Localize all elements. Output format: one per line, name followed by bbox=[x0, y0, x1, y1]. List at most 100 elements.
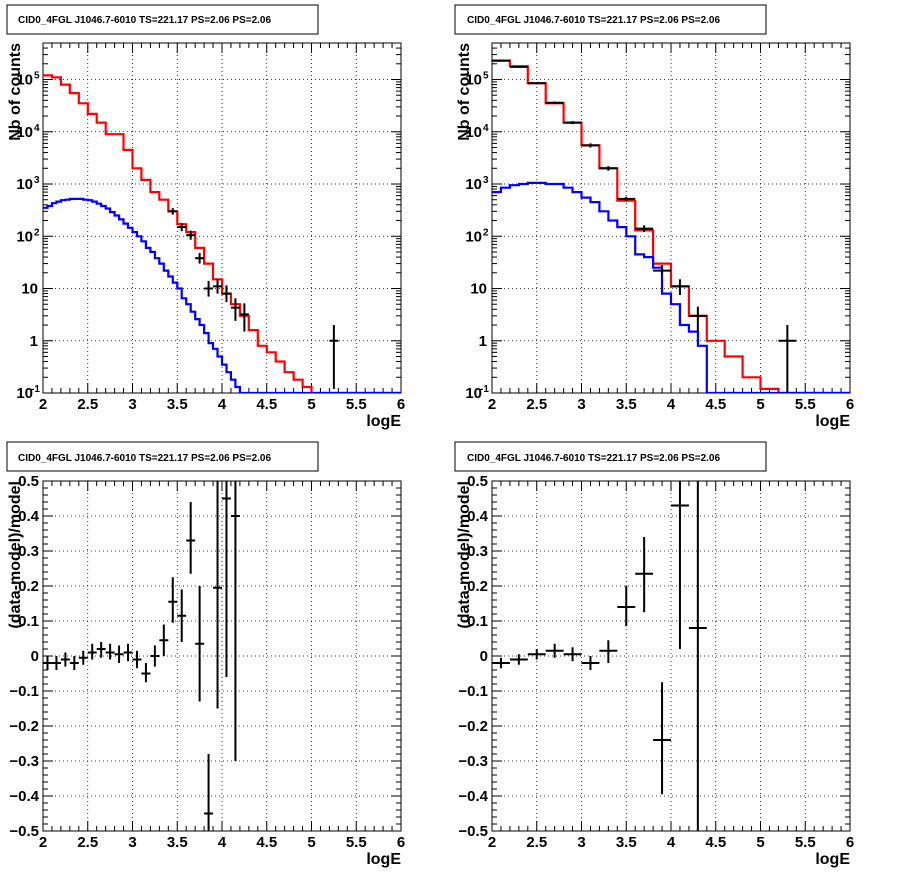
data-point bbox=[204, 280, 214, 297]
data-point bbox=[87, 643, 97, 660]
data-points bbox=[492, 481, 707, 831]
y-tick-label: 0.5 bbox=[18, 473, 39, 490]
data-point bbox=[581, 656, 600, 670]
x-tick-label: 6 bbox=[846, 834, 854, 851]
y-tick-label: 0.1 bbox=[18, 613, 39, 630]
axis-ticks bbox=[491, 480, 851, 832]
chart-title: CID0_4FGL J1046.7-6010 TS=221.17 PS=2.06… bbox=[18, 15, 271, 26]
x-tick-label: 5 bbox=[756, 396, 764, 413]
y-tick-exponent: 2 bbox=[34, 227, 40, 238]
y-tick-label: 10 bbox=[465, 385, 482, 402]
data-point bbox=[635, 537, 654, 613]
plot-frame bbox=[42, 480, 402, 832]
y-tick-exponent: 2 bbox=[483, 227, 489, 238]
data-point bbox=[688, 306, 707, 332]
data-point bbox=[222, 481, 231, 677]
y-tick-label: −0.4 bbox=[458, 788, 488, 805]
y-tick-label: 0.2 bbox=[467, 578, 488, 595]
data-point bbox=[213, 481, 222, 709]
y-tick-label: 0.4 bbox=[18, 508, 40, 525]
y-tick-label: 0.3 bbox=[18, 543, 39, 560]
x-tick-label: 2.5 bbox=[526, 396, 547, 413]
data-point bbox=[527, 82, 546, 85]
y-tick-exponent: -1 bbox=[480, 384, 489, 395]
plot-frame bbox=[42, 42, 402, 394]
y-tick-label: 0 bbox=[480, 648, 488, 665]
y-tick-label: −0.1 bbox=[458, 683, 488, 700]
x-axis-title: logE bbox=[815, 413, 850, 430]
x-tick-label: 5.5 bbox=[346, 396, 367, 413]
y-tick-label: 0.4 bbox=[467, 508, 489, 525]
data-point bbox=[60, 652, 70, 667]
x-tick-label: 2.5 bbox=[77, 834, 98, 851]
x-tick-label: 6 bbox=[397, 396, 405, 413]
x-tick-label: 5 bbox=[307, 396, 315, 413]
x-tick-label: 5.5 bbox=[346, 834, 367, 851]
x-tick-label: 2 bbox=[488, 396, 496, 413]
y-tick-exponent: -1 bbox=[31, 384, 40, 395]
data-point bbox=[141, 663, 151, 683]
axis-ticks bbox=[491, 42, 851, 394]
x-tick-label: 5.5 bbox=[795, 834, 816, 851]
y-axis-title: (data-model)/model bbox=[456, 481, 473, 629]
y-axis-title: Nb of counts bbox=[7, 43, 24, 141]
panel-br: 2 2.5 3 3.5 4 4.5 5 5.5 6 −0.5 −0.4 −0.3 −0.2 −0.1 0 0.… bbox=[454, 441, 854, 868]
data-point bbox=[222, 285, 231, 303]
x-tick-label: 3.5 bbox=[616, 396, 637, 413]
title-box bbox=[454, 4, 767, 35]
y-tick-label: 10 bbox=[16, 228, 33, 245]
x-tick-label: 3.5 bbox=[167, 396, 188, 413]
data-point bbox=[195, 586, 205, 702]
data-point bbox=[96, 642, 106, 658]
data-point bbox=[563, 121, 582, 125]
title-box bbox=[454, 441, 767, 472]
data-point bbox=[509, 65, 528, 68]
data-point bbox=[186, 502, 196, 574]
data-point bbox=[177, 589, 187, 642]
data-point bbox=[688, 481, 707, 831]
y-tick-label: 10 bbox=[465, 228, 482, 245]
data-point bbox=[329, 325, 339, 389]
data-point bbox=[527, 649, 546, 660]
title-box bbox=[6, 4, 319, 35]
data-points bbox=[492, 59, 797, 393]
y-tick-label: 0 bbox=[31, 648, 39, 665]
series-line-red bbox=[492, 59, 850, 393]
y-tick-label: −0.5 bbox=[458, 823, 488, 840]
y-tick-label: 0.3 bbox=[467, 543, 488, 560]
data-point bbox=[105, 643, 115, 660]
title-box bbox=[6, 441, 319, 472]
y-tick-label: 10 bbox=[16, 385, 33, 402]
data-point bbox=[230, 298, 240, 321]
panel-bl: 2 2.5 3 3.5 4 4.5 5 5.5 6 −0.5 −0.4 −0.3 −0.2 −0.1 0 0.… bbox=[6, 441, 405, 868]
data-point bbox=[492, 657, 510, 669]
y-tick-label: 0.2 bbox=[18, 578, 39, 595]
y-tick-label: 10 bbox=[16, 176, 33, 193]
series-group bbox=[43, 74, 401, 393]
x-tick-label: 4.5 bbox=[256, 396, 277, 413]
x-tick-label: 2 bbox=[488, 834, 496, 851]
data-point bbox=[230, 481, 240, 761]
y-tick-label: 10 bbox=[470, 281, 487, 298]
series-line-red bbox=[43, 74, 401, 393]
chart-title: CID0_4FGL J1046.7-6010 TS=221.17 PS=2.06… bbox=[18, 453, 271, 464]
x-tick-label: 4.5 bbox=[705, 396, 726, 413]
plot-frame bbox=[491, 480, 851, 832]
data-point bbox=[159, 624, 169, 656]
y-tick-exponent: 5 bbox=[34, 71, 40, 82]
y-tick-exponent: 3 bbox=[483, 175, 489, 186]
x-tick-label: 4 bbox=[667, 396, 676, 413]
x-tick-label: 3 bbox=[577, 396, 585, 413]
series-line-blue bbox=[492, 181, 850, 393]
data-points bbox=[168, 208, 339, 389]
axis-ticks bbox=[42, 480, 402, 832]
data-point bbox=[69, 656, 79, 670]
data-point bbox=[545, 101, 564, 104]
y-tick-exponent: 5 bbox=[483, 71, 489, 82]
data-point bbox=[617, 196, 636, 202]
y-tick-label: 0.5 bbox=[467, 473, 488, 490]
axis-ticks bbox=[42, 42, 402, 394]
data-point bbox=[168, 208, 178, 215]
x-tick-label: 6 bbox=[846, 396, 854, 413]
